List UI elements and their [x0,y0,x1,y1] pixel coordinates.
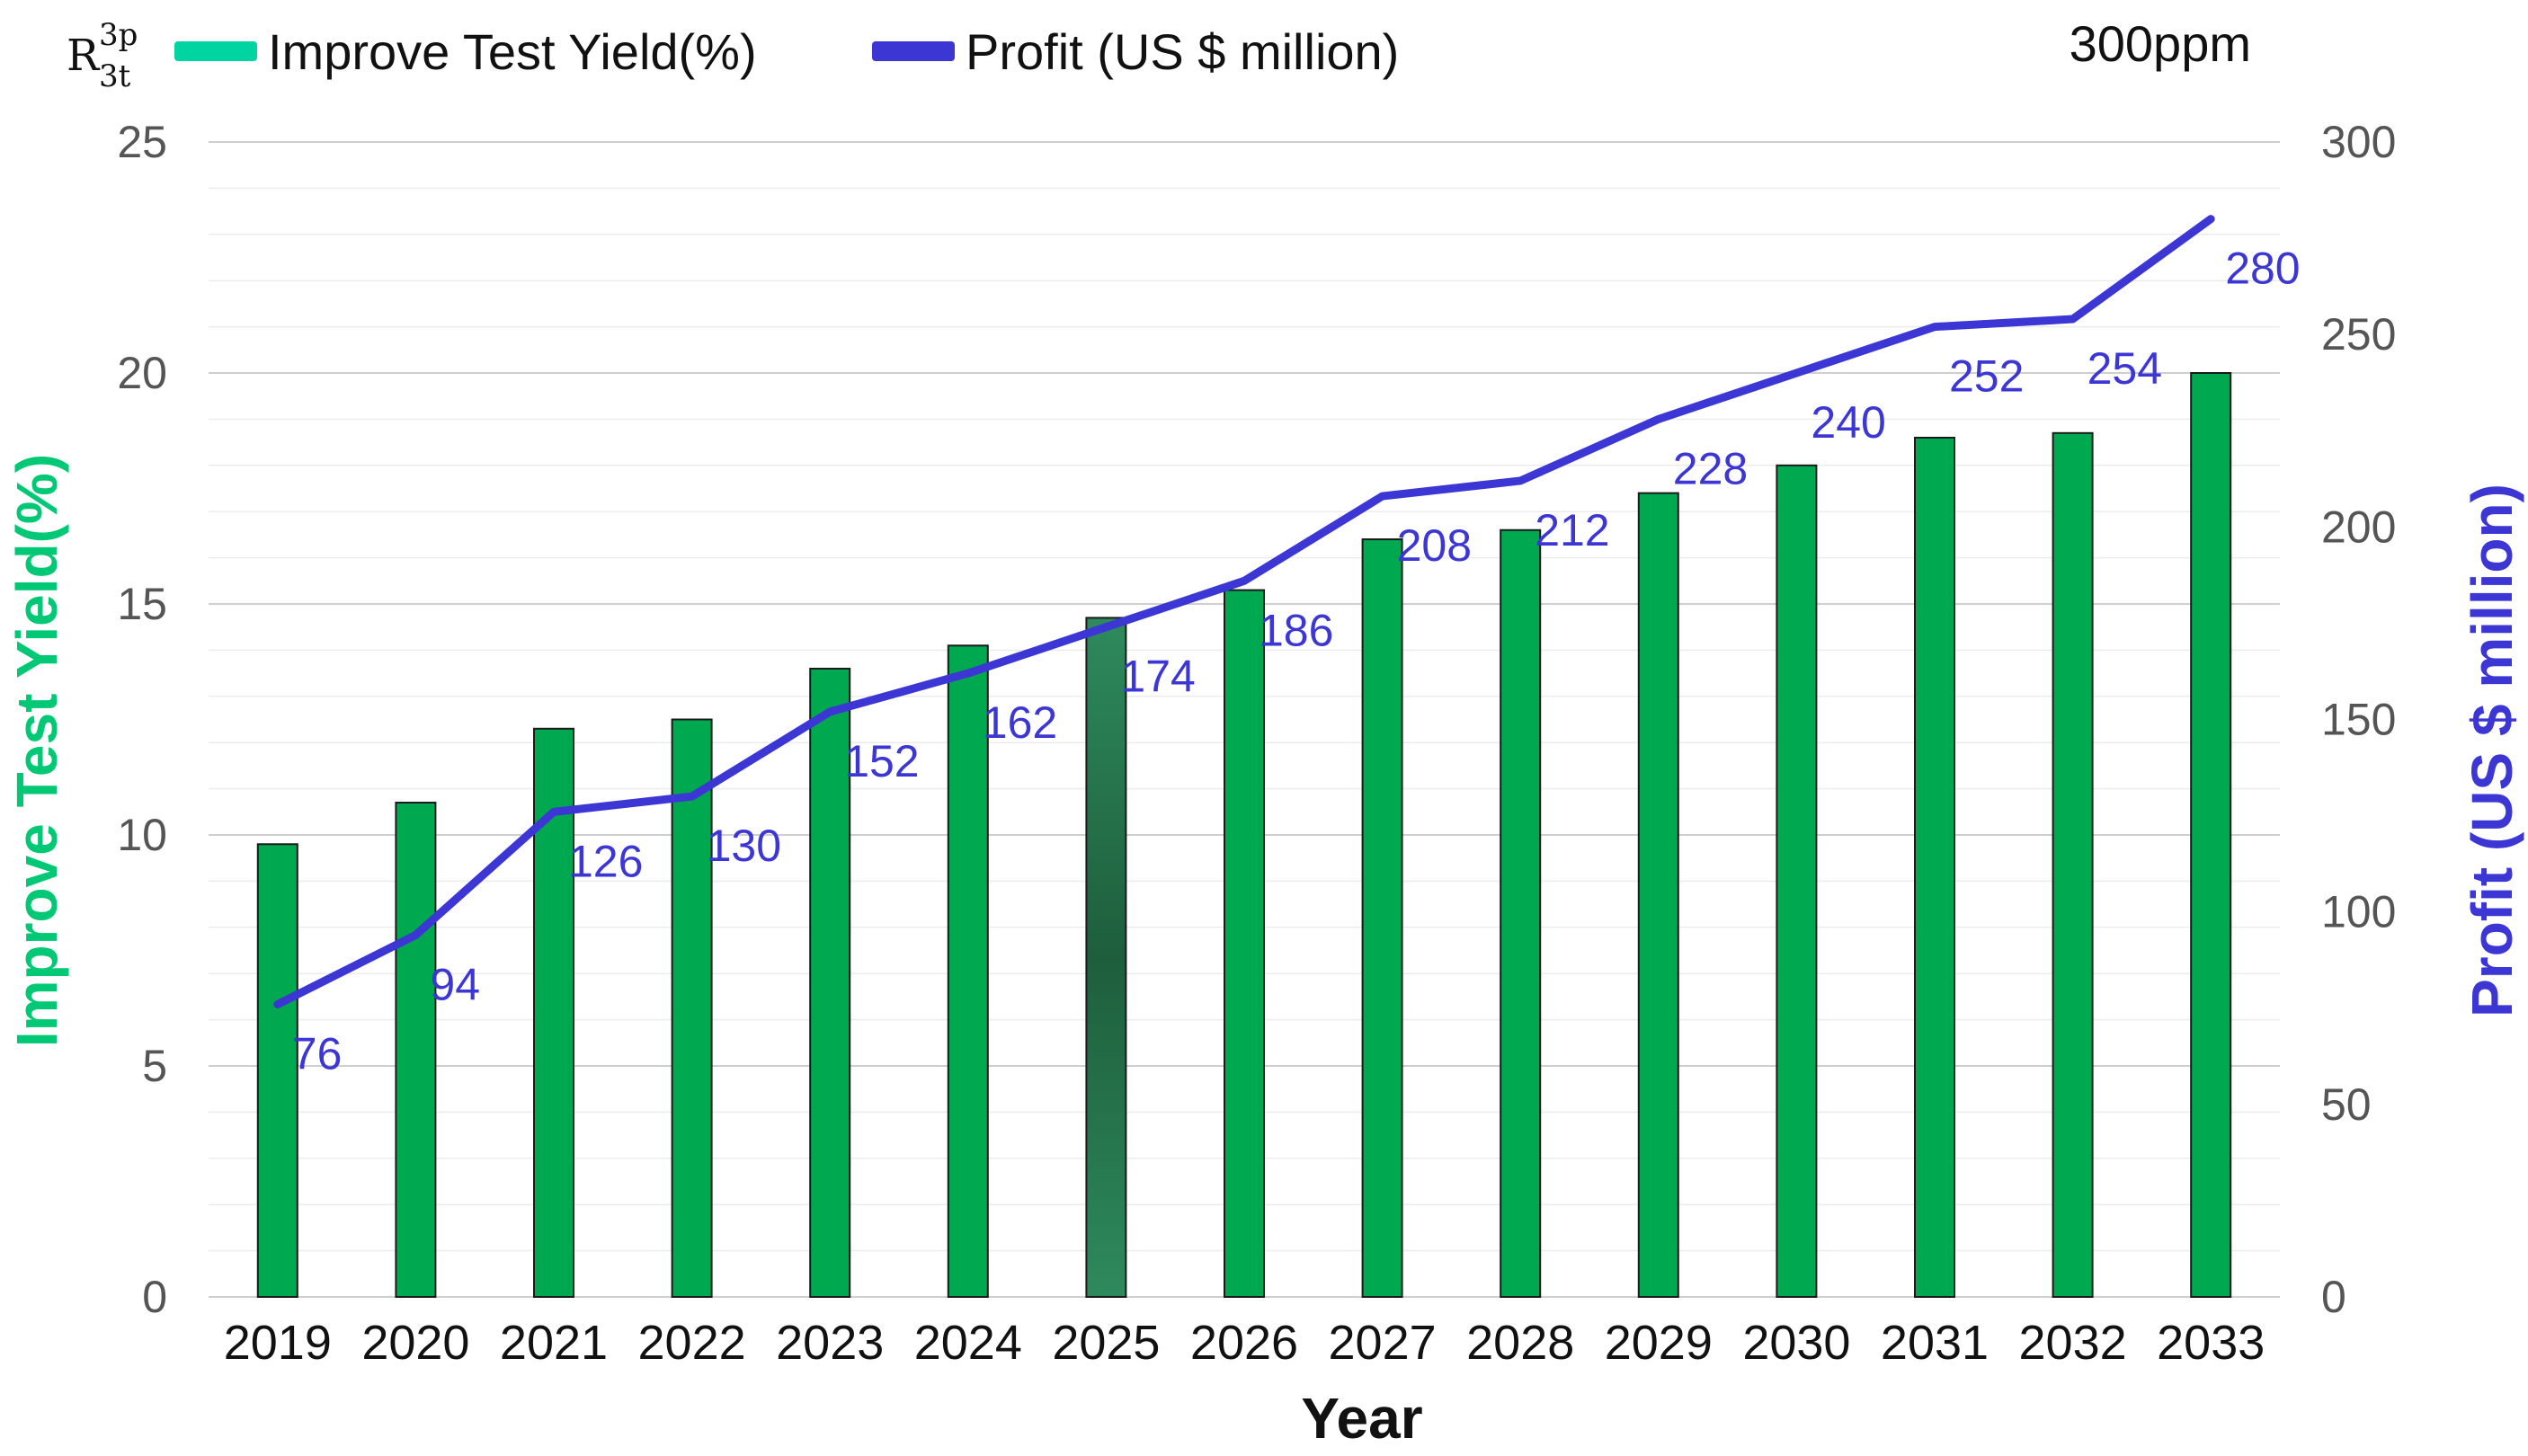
y-axis-right: 0 50 100 150 200 250 300 [2321,117,2396,1322]
bars [256,372,2232,1299]
x-tick: 2019 [224,1316,332,1370]
profit-label-2027: 208 [1397,520,1472,571]
corner-label-sup: 3p [99,17,138,53]
profit-line-path [273,215,2215,1008]
profit-label-2026: 186 [1259,605,1333,655]
profit-label-2021: 126 [568,836,643,886]
bar-2028 [1500,528,1542,1298]
y-tick-right: 0 [2321,1272,2346,1322]
profit-label-2025: 174 [1120,652,1195,702]
bar-2024 [947,644,989,1298]
profit-label-2022: 130 [707,821,781,871]
profit-label-2024: 162 [983,697,1057,748]
y-tick-left: 10 [117,810,167,860]
bar-2032 [2052,431,2094,1298]
x-tick: 2021 [500,1316,608,1370]
bar-2030 [1776,464,1818,1298]
y-tick-right: 300 [2321,117,2396,167]
x-tick: 2028 [1466,1316,1574,1370]
x-tick: 2026 [1190,1316,1298,1370]
x-tick: 2023 [776,1316,884,1370]
annotation-300ppm: 300ppm [2070,15,2251,72]
x-tick: 2032 [2019,1316,2127,1370]
bar-2023 [809,667,851,1298]
y-tick-left: 25 [117,117,167,167]
profit-label-2028: 212 [1535,505,1609,555]
y-axis-left: 0 5 10 15 20 25 [117,117,167,1322]
profit-label-2030: 240 [1811,397,1885,448]
legend-label-yield: Improve Test Yield(%) [268,23,757,80]
bar-2020 [395,802,437,1298]
y-axis-left-title: Improve Test Yield(%) [4,454,69,1047]
x-axis: 2019 2020 2021 2022 2023 2024 2025 2026 2027 2028… [224,1316,2265,1370]
x-tick: 2029 [1605,1316,1713,1370]
bar-2025 [1085,617,1127,1298]
legend: Improve Test Yield(%) Profit (US $ milli… [174,23,1399,80]
x-tick: 2025 [1052,1316,1160,1370]
bar-2026 [1224,589,1265,1298]
legend-swatch-profit [872,41,955,61]
profit-label-2029: 228 [1673,443,1748,493]
y-tick-right: 50 [2321,1079,2372,1130]
y-tick-right: 200 [2321,502,2396,552]
corner-label-base: R [67,31,101,81]
y-tick-left: 0 [142,1272,167,1322]
profit-line: 76 94 126 130 152 162 174 186 208 212 228 240 252 254… [273,215,2301,1079]
y-tick-left: 5 [142,1041,167,1091]
y-tick-right: 250 [2321,309,2396,360]
profit-label-2023: 152 [844,736,919,786]
profit-label-2032: 254 [2087,343,2162,394]
x-tick: 2027 [1329,1316,1437,1370]
bar-2031 [1914,436,1955,1298]
x-tick: 2031 [1881,1316,1989,1370]
bar-2019 [256,843,298,1299]
y-tick-right: 150 [2321,695,2396,745]
profit-label-2020: 94 [430,959,480,1009]
x-tick: 2022 [638,1316,746,1370]
corner-label-sub: 3t [99,58,131,94]
x-tick: 2020 [361,1316,469,1370]
y-tick-left: 15 [117,579,167,629]
x-tick: 2024 [914,1316,1022,1370]
y-axis-right-title: Profit (US $ million) [2460,484,2524,1017]
legend-label-profit: Profit (US $ million) [966,23,1399,80]
profit-label-2019: 76 [292,1028,343,1079]
bar-2033 [2190,372,2232,1298]
y-tick-left: 20 [117,348,167,398]
bar-2029 [1637,492,1679,1298]
profit-label-2033: 280 [2225,244,2300,294]
bar-2022 [671,718,713,1298]
legend-swatch-yield [174,41,257,61]
x-tick: 2033 [2157,1316,2265,1370]
corner-label: R 3p 3t [67,17,138,94]
bar-2027 [1361,538,1403,1298]
x-axis-title: Year [1301,1386,1422,1451]
profit-label-2031: 252 [1949,351,2024,402]
y-tick-right: 100 [2321,887,2396,937]
x-tick: 2030 [1742,1316,1850,1370]
